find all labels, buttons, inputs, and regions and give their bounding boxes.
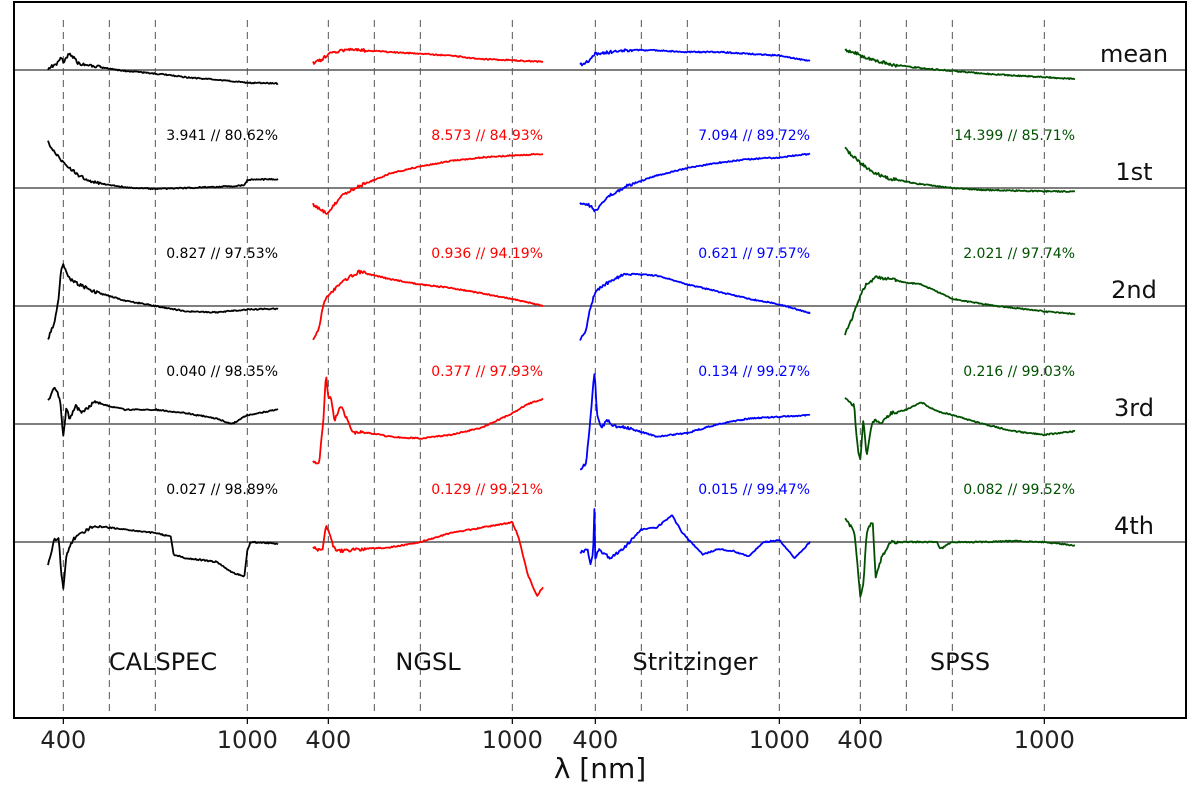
series-line-stritzinger-1st bbox=[579, 152, 811, 213]
series-line-calspec-4th bbox=[47, 525, 279, 590]
row-label: 4th bbox=[1114, 512, 1154, 540]
series-line-stritzinger-mean bbox=[579, 48, 811, 67]
stat-label: 0.027 // 98.89% bbox=[166, 482, 278, 498]
series-line-stritzinger-3rd bbox=[579, 373, 811, 471]
chart-text: 3.941 // 80.62% 0.827 // 97.53% 0.040 // 9… bbox=[109, 40, 1168, 676]
stat-label: 14.399 // 85.71% bbox=[954, 128, 1075, 144]
stat-label: 0.216 // 99.03% bbox=[963, 364, 1075, 380]
plot-frame bbox=[13, 1, 1187, 719]
series-line-stritzinger-4th bbox=[579, 508, 811, 566]
stat-label: 0.827 // 97.53% bbox=[166, 246, 278, 262]
stat-label: 3.941 // 80.62% bbox=[166, 128, 278, 144]
stat-label: 0.129 // 99.21% bbox=[431, 482, 543, 498]
series-line-spss-4th bbox=[844, 517, 1076, 598]
x-tick-label: 1000 bbox=[482, 726, 543, 754]
row-label: mean bbox=[1100, 40, 1168, 68]
series-traces bbox=[47, 47, 1076, 598]
x-axis-ticks: 400 1000 400 1000 400 1000 400 1000 bbox=[40, 718, 1075, 754]
stat-label: 0.377 // 97.93% bbox=[431, 364, 543, 380]
x-tick-label: 1000 bbox=[217, 726, 278, 754]
series-line-ngsl-2nd bbox=[312, 269, 544, 341]
survey-label: SPSS bbox=[930, 648, 990, 676]
x-tick-label: 400 bbox=[40, 726, 86, 754]
series-line-ngsl-4th bbox=[312, 520, 544, 597]
series-line-spss-2nd bbox=[844, 275, 1076, 336]
x-tick-label: 400 bbox=[572, 726, 618, 754]
series-line-spss-1st bbox=[844, 146, 1076, 193]
series-line-calspec-1st bbox=[47, 140, 279, 191]
stat-label: 2.021 // 97.74% bbox=[963, 246, 1075, 262]
x-tick-label: 1000 bbox=[749, 726, 810, 754]
series-line-stritzinger-2nd bbox=[579, 272, 811, 341]
row-label: 2nd bbox=[1111, 276, 1157, 304]
x-tick-label: 400 bbox=[837, 726, 883, 754]
stat-label: 0.015 // 99.47% bbox=[698, 482, 810, 498]
survey-label: NGSL bbox=[395, 648, 461, 676]
survey-label: Stritzinger bbox=[633, 648, 758, 676]
grid-lines bbox=[62, 20, 1045, 716]
series-line-calspec-mean bbox=[47, 52, 279, 85]
stat-label: 0.134 // 99.27% bbox=[698, 364, 810, 380]
row-label: 3rd bbox=[1114, 394, 1154, 422]
stat-label: 7.094 // 89.72% bbox=[698, 128, 810, 144]
series-line-spss-3rd bbox=[844, 397, 1076, 461]
series-line-ngsl-3rd bbox=[312, 376, 544, 465]
stat-label: 0.082 // 99.52% bbox=[963, 482, 1075, 498]
stat-label: 0.936 // 94.19% bbox=[431, 246, 543, 262]
series-line-ngsl-1st bbox=[312, 152, 544, 215]
series-line-calspec-3rd bbox=[47, 386, 279, 437]
stat-label: 8.573 // 84.93% bbox=[431, 128, 543, 144]
series-line-calspec-2nd bbox=[47, 263, 279, 340]
series-line-spss-mean bbox=[844, 48, 1076, 81]
row-label: 1st bbox=[1115, 158, 1152, 186]
x-tick-label: 1000 bbox=[1014, 726, 1075, 754]
survey-label: CALSPEC bbox=[109, 648, 217, 676]
stat-label: 0.040 // 98.35% bbox=[166, 364, 278, 380]
stat-label: 0.621 // 97.57% bbox=[698, 246, 810, 262]
x-axis-label: λ [nm] bbox=[554, 752, 646, 785]
series-line-ngsl-mean bbox=[312, 47, 544, 65]
x-tick-label: 400 bbox=[305, 726, 351, 754]
